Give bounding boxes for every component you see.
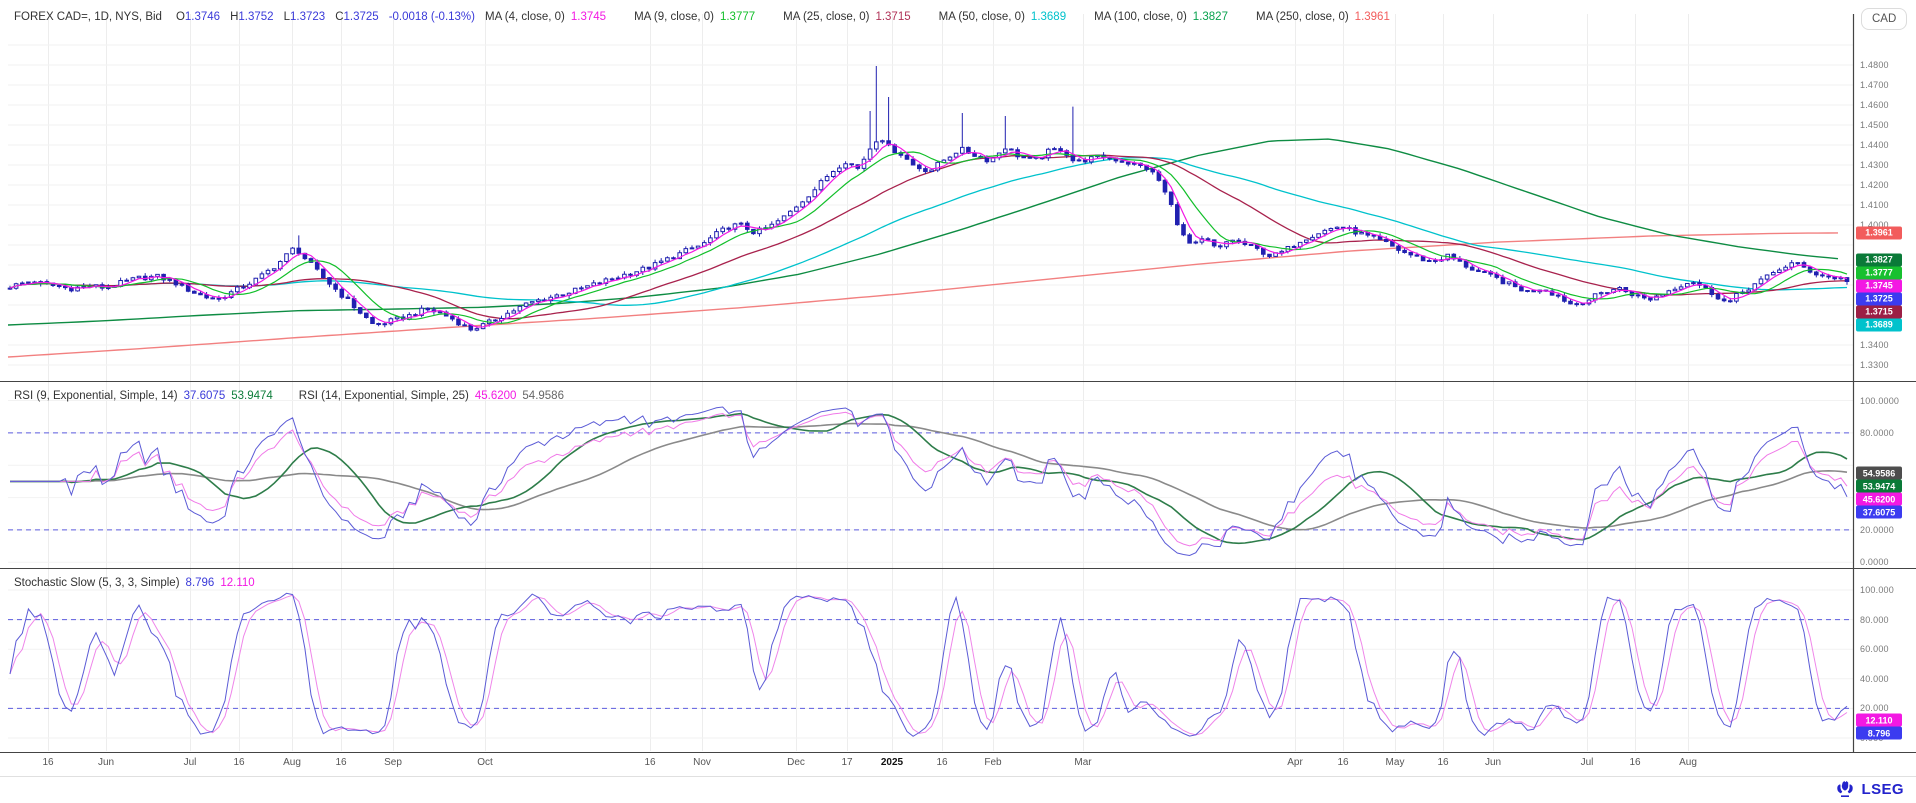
ma-legend-item[interactable]: MA (100, close, 0) 1.3827 — [1094, 11, 1228, 23]
ma-legend-item[interactable]: MA (4, close, 0) 1.3745 — [484, 11, 607, 23]
stoch-d-value: 12.110 — [220, 577, 255, 589]
lseg-logo: LSEG — [1833, 779, 1904, 799]
price-tag: 54.9586 — [1856, 466, 1902, 480]
axis-label: 1.4600 — [1860, 100, 1889, 110]
symbol-title[interactable]: FOREX CAD=, 1D, NYS, Bid — [14, 11, 162, 23]
time-tick-label: Feb — [984, 757, 1002, 768]
time-tick-label: 17 — [841, 757, 853, 768]
time-tick-label: Jul — [1580, 757, 1594, 768]
price-tag: 53.9474 — [1856, 479, 1902, 493]
time-tick-label: Oct — [477, 757, 493, 768]
ma-legend: MA (4, close, 0) 1.3745 MA (9, close, 0) 1.… — [485, 11, 1418, 23]
axis-label: 1.4800 — [1860, 60, 1889, 70]
currency-button[interactable]: CAD — [1861, 8, 1908, 30]
price-tag: 1.3745 — [1856, 279, 1902, 293]
time-tick-label: 16 — [233, 757, 245, 768]
rsi1-smooth-value: 53.9474 — [231, 390, 273, 402]
time-tick-label: Sep — [384, 757, 402, 768]
price-tag: 1.3961 — [1856, 226, 1902, 240]
time-tick-label: May — [1385, 757, 1405, 768]
time-tick-label: Jun — [97, 757, 115, 768]
price-tag: 1.3725 — [1856, 292, 1902, 306]
time-tick-label: Dec — [787, 757, 805, 768]
price-tag: 8.796 — [1856, 726, 1902, 740]
time-tick-label: Aug — [1679, 757, 1697, 768]
rsi-legend: RSI (9, Exponential, Simple, 14) 37.6075… — [14, 390, 564, 402]
lseg-logo-text: LSEG — [1861, 780, 1904, 798]
price-tag: 45.6200 — [1856, 492, 1902, 506]
rsi2-smooth-value: 54.9586 — [522, 390, 564, 402]
change-value: -0.0018 (-0.13%) — [388, 11, 475, 23]
rsi2-fast-value: 45.6200 — [474, 390, 517, 402]
stoch-title[interactable]: Stochastic Slow (5, 3, 3, Simple) — [14, 577, 180, 589]
main-legend: FOREX CAD=, 1D, NYS, Bid O1.3746 H1.3752 L… — [14, 11, 1418, 23]
ohlc-O: O1.3746 — [175, 11, 221, 23]
time-tick-label: Mar — [1074, 757, 1092, 768]
rsi1-title[interactable]: RSI (9, Exponential, Simple, 14) — [14, 390, 178, 402]
lseg-crest-icon — [1836, 781, 1853, 797]
price-tag: 12.110 — [1856, 713, 1902, 727]
axis-label: 1.4000 — [1860, 220, 1889, 230]
time-tick-label: Aug — [283, 757, 301, 768]
time-tick-label: 16 — [644, 757, 656, 768]
axis-label: 1.4700 — [1860, 80, 1889, 90]
price-tag: 1.3777 — [1856, 266, 1902, 280]
axis-label: 80.000 — [1860, 614, 1889, 625]
time-tick-label: Apr — [1287, 757, 1303, 768]
ohlc-L: L1.3723 — [283, 11, 326, 23]
ohlc-H: H1.3752 — [230, 11, 274, 23]
axis-label: 80.0000 — [1860, 427, 1894, 438]
time-tick-label: 16 — [42, 757, 54, 768]
axis-label: 1.3300 — [1860, 360, 1889, 370]
axis-label: 1.4300 — [1860, 160, 1889, 170]
axis-label: 1.4500 — [1860, 120, 1889, 130]
axis-label: 1.4200 — [1860, 180, 1889, 190]
time-tick-label: 16 — [1337, 757, 1349, 768]
axis-label: 60.000 — [1860, 644, 1889, 655]
time-tick-label: 16 — [936, 757, 948, 768]
time-tick-label: 16 — [335, 757, 347, 768]
time-tick-label: 16 — [1437, 757, 1449, 768]
time-tick-label: 16 — [1629, 757, 1641, 768]
axis-label: 1.4400 — [1860, 140, 1889, 150]
axis-label: 0.0000 — [1860, 557, 1889, 568]
price-tag: 1.3827 — [1856, 253, 1902, 267]
axis-label: 1.3400 — [1860, 340, 1889, 350]
axis-label: 100.0000 — [1860, 395, 1900, 406]
axis-label: 40.000 — [1860, 673, 1889, 684]
axis-label: 100.000 — [1860, 585, 1894, 595]
ma-legend-item[interactable]: MA (250, close, 0) 1.3961 — [1255, 11, 1390, 23]
ma-legend-item[interactable]: MA (9, close, 0) 1.3777 — [634, 11, 756, 23]
ma-legend-item[interactable]: MA (50, close, 0) 1.3689 — [938, 11, 1067, 23]
price-tag: 1.3689 — [1856, 318, 1902, 332]
price-tag: 37.6075 — [1856, 505, 1902, 519]
stoch-k-value: 8.796 — [185, 577, 215, 589]
ma-legend-item[interactable]: MA (25, close, 0) 1.3715 — [783, 11, 911, 23]
price-tag: 1.3715 — [1856, 305, 1902, 319]
ohlc-fields: O1.3746 H1.3752 L1.3723 C1.3725 — [176, 11, 389, 23]
axis-label: 20.000 — [1860, 703, 1889, 714]
time-tick-label: Jul — [183, 757, 197, 768]
time-tick-label: Nov — [693, 757, 711, 768]
rsi2-title[interactable]: RSI (14, Exponential, Simple, 25) — [298, 390, 469, 402]
rsi1-fast-value: 37.6075 — [183, 390, 226, 402]
axis-label: 1.4100 — [1860, 200, 1889, 210]
ohlc-C: C1.3725 — [335, 11, 379, 23]
time-tick-label: 2025 — [880, 757, 904, 768]
time-tick-label: Jun — [1484, 757, 1502, 768]
axis-label: 20.0000 — [1860, 524, 1894, 535]
stoch-legend: Stochastic Slow (5, 3, 3, Simple) 8.796 … — [14, 577, 255, 589]
